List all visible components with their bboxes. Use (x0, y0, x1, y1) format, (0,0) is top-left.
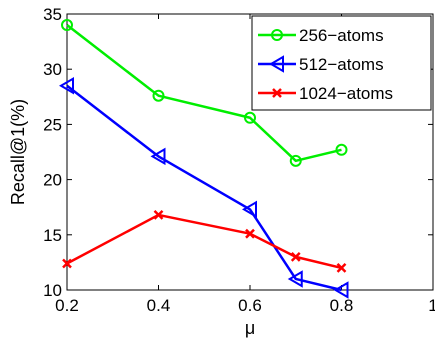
x-marker-stroke (245, 228, 255, 239)
legend-marker (272, 88, 282, 98)
legend-item-2: 1024−atoms (258, 84, 393, 103)
data-point (62, 258, 72, 269)
x-tick-label: 0.4 (147, 296, 171, 315)
legend-label: 512−atoms (299, 55, 384, 74)
x-tick-label: 0.6 (238, 296, 262, 315)
data-point (153, 210, 164, 220)
x-tick-label: 0.8 (330, 296, 354, 315)
data-point (245, 228, 255, 239)
data-point (333, 281, 349, 299)
y-tick-label: 10 (43, 281, 62, 300)
legend-label: 256−atoms (299, 26, 384, 45)
y-axis-label: Recall@1(%) (8, 99, 28, 205)
series-0 (61, 19, 348, 167)
legend-marker (269, 55, 284, 73)
series-2 (62, 210, 347, 273)
data-point (152, 89, 165, 102)
data-point (61, 19, 73, 32)
data-point (244, 111, 256, 124)
data-point (150, 147, 166, 166)
x-marker-stroke (290, 251, 301, 262)
x-marker-stroke (336, 263, 347, 273)
x-marker-stroke (153, 210, 164, 220)
y-tick-label: 25 (43, 115, 62, 134)
legend-item-1: 512−atoms (258, 55, 384, 74)
legend-label: 1024−atoms (299, 84, 393, 103)
series-line (66, 84, 342, 292)
data-point (290, 251, 301, 262)
y-tick-label: 35 (43, 5, 62, 24)
x-tick-label: 1 (428, 296, 435, 315)
data-point (336, 263, 347, 273)
data-point (287, 270, 303, 288)
y-tick-label: 30 (43, 60, 62, 79)
data-point (289, 154, 302, 167)
y-tick-label: 20 (43, 171, 62, 190)
data-point (335, 143, 348, 156)
x-tick-label: 0.2 (55, 296, 79, 315)
legend-marker (271, 29, 283, 41)
legend: 256−atoms 512−atoms 1024−atoms (251, 15, 432, 111)
x-marker-stroke (272, 88, 282, 98)
y-tick-label: 15 (43, 226, 62, 245)
legend-item-0: 256−atoms (258, 26, 384, 45)
data-point (242, 200, 257, 219)
series-line (66, 24, 342, 163)
x-axis-label: μ (245, 318, 255, 338)
x-marker-stroke (62, 258, 72, 269)
series-1 (59, 77, 349, 299)
data-point (59, 77, 74, 95)
